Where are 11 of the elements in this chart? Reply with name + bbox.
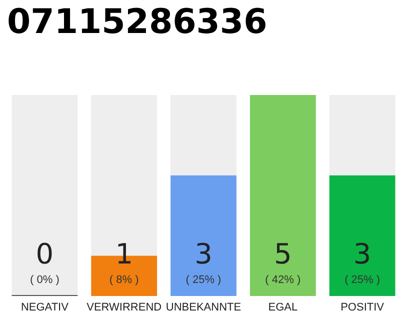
- bar: [250, 95, 316, 296]
- chart-title: 07115286336: [7, 2, 268, 42]
- x-tick-label: VERWIRREND: [86, 302, 162, 314]
- data-label: 5 ( 42% ): [265, 238, 301, 286]
- data-label: 3 ( 25% ): [344, 238, 380, 286]
- x-tick-label: EGAL: [268, 302, 298, 314]
- x-tick-label: POSITIV: [340, 302, 385, 314]
- x-tick-label: UNBEKANNTE: [166, 302, 242, 314]
- x-tick-label: NEGATIV: [20, 302, 70, 314]
- data-label: 3 ( 25% ): [186, 238, 222, 286]
- data-label: 0 ( 0% ): [30, 238, 60, 286]
